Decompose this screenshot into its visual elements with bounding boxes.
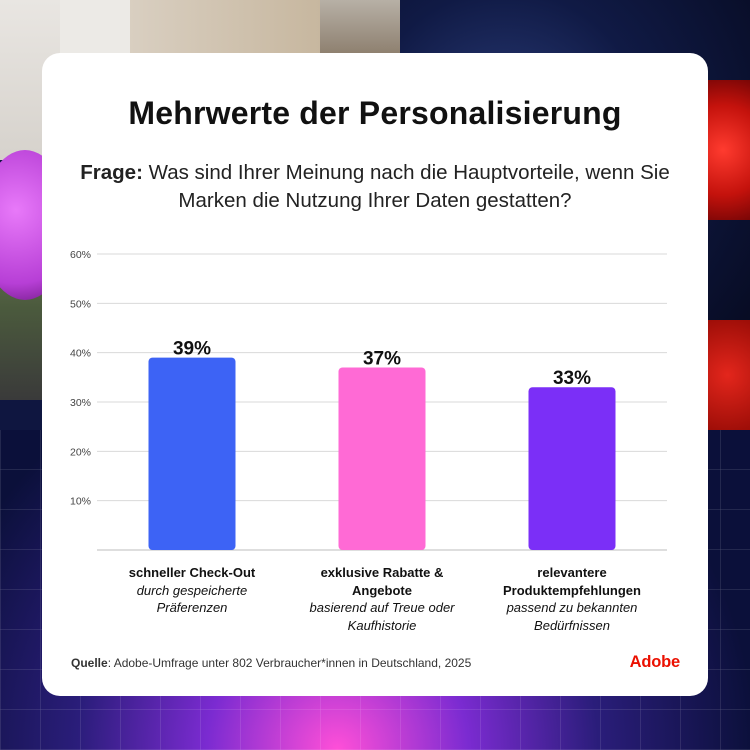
y-tick-label: 50% (70, 298, 91, 310)
y-tick-label: 20% (70, 446, 91, 458)
bar-value-label: 39% (173, 339, 211, 360)
background-photo-tile (60, 0, 130, 55)
y-tick-label: 10% (70, 496, 91, 508)
question-label: Frage: (80, 161, 143, 184)
category-label-recommendations: relevantere Produktempfehlungen passend … (487, 564, 657, 634)
bar (528, 387, 616, 550)
y-tick-label: 30% (70, 397, 91, 409)
category-subtitle: basierend auf Treue oder Kaufhistorie (309, 600, 455, 633)
category-subtitle: durch gespeicherte Präferenzen (136, 582, 248, 616)
bar-value-label: 37% (363, 348, 401, 369)
category-label-checkout: schneller Check-Out durch gespeicherte P… (107, 564, 277, 617)
category-subtitle: passend zu bekannten Bedürfnissen (506, 600, 638, 633)
bar-value-label: 33% (553, 368, 591, 389)
category-title: relevantere Produktempfehlungen (503, 565, 641, 598)
y-tick-label: 60% (70, 249, 91, 261)
question-text: Was sind Ihrer Meinung nach die Hauptvor… (142, 161, 670, 212)
background-red-fabric-lower (705, 320, 750, 430)
source-note: Quelle: Adobe-Umfrage unter 802 Verbrauc… (71, 656, 471, 670)
category-title: schneller Check-Out (128, 565, 256, 580)
bar-chart: 10% 20% 30% 40% 50% 60% 39% 37% 33% (70, 249, 667, 551)
background-photo-drink (320, 0, 400, 55)
background-photo-person (130, 0, 320, 55)
infographic-card: Mehrwerte der Personalisierung Frage: Wa… (42, 53, 708, 696)
category-label-discounts: exklusive Rabatte & Angebote basierend a… (297, 564, 467, 634)
source-label: Quelle (71, 656, 108, 670)
survey-question: Frage: Was sind Ihrer Meinung nach die H… (72, 159, 678, 215)
adobe-logo: Adobe (629, 653, 681, 671)
chart-title: Mehrwerte der Personalisierung (128, 95, 622, 131)
source-text: : Adobe-Umfrage unter 802 Verbraucher*in… (107, 656, 472, 670)
bar (148, 357, 236, 550)
bar (338, 367, 426, 550)
background-red-fabric (705, 80, 750, 220)
category-title: exklusive Rabatte & Angebote (320, 565, 444, 598)
y-tick-label: 40% (70, 348, 91, 360)
